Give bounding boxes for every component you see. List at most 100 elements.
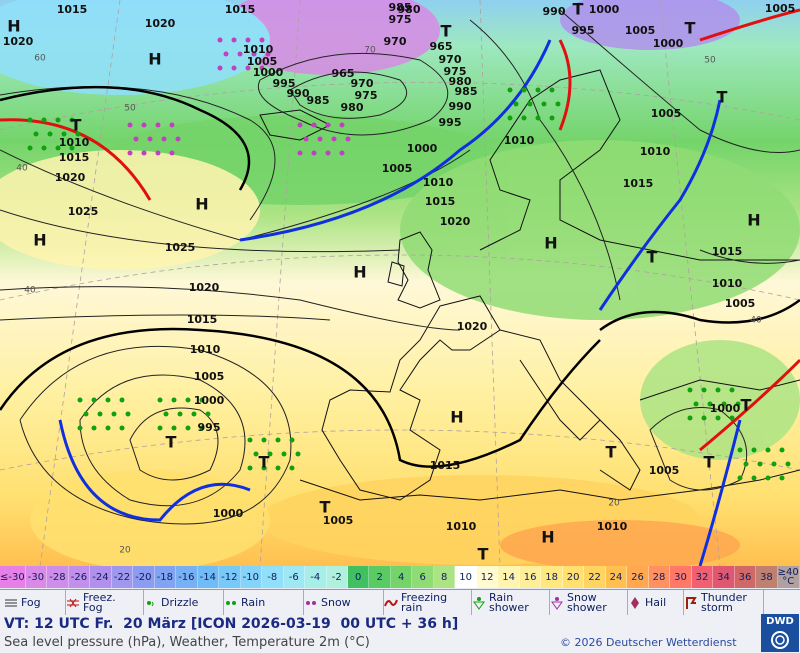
weather-dot [83, 411, 89, 417]
legend-icon [226, 600, 236, 605]
isobar-label: 980 [341, 101, 364, 114]
high-label: H [195, 195, 208, 214]
scale-cell: -14 [197, 566, 220, 588]
low-label: T [441, 22, 452, 41]
weather-dot [751, 475, 757, 481]
latitude-label: 40 [750, 316, 762, 326]
isobar-label: 1020 [440, 215, 471, 228]
scale-cell: 14 [498, 566, 520, 588]
legend-icon [67, 598, 79, 607]
latitude-label: 70 [364, 46, 376, 56]
high-label: H [33, 231, 46, 250]
weather-dot [169, 150, 175, 156]
legend-label: Freezing rain [401, 590, 448, 614]
isobar-label: 1015 [225, 3, 256, 16]
weather-dot [311, 122, 317, 128]
weather-dot [701, 415, 707, 421]
weather-dot [251, 51, 257, 57]
map: 1015102010151020101010051000995990985980… [0, 0, 800, 566]
isobar-label: 1005 [382, 162, 413, 175]
weather-dot [555, 101, 561, 107]
weather-dot [707, 401, 713, 407]
weather-dot [169, 122, 175, 128]
weather-dot [185, 397, 191, 403]
weather-dot [171, 425, 177, 431]
weather-dot [331, 136, 337, 142]
weather-dot [721, 401, 727, 407]
low-label: T [685, 19, 696, 38]
isobar-label: 1020 [3, 35, 34, 48]
weather-dot [771, 461, 777, 467]
isobar-label: 990 [287, 87, 310, 100]
isobar-label: 1020 [457, 320, 488, 333]
weather-dot [133, 136, 139, 142]
scale-cell: -26 [68, 566, 91, 588]
scale-cell: 0 [347, 566, 370, 588]
isobar-label: 1010 [59, 136, 90, 149]
isobar-label: 1000 [407, 142, 438, 155]
legend-label: Snow shower [567, 590, 607, 614]
weather-dot [317, 136, 323, 142]
low-label: T [166, 433, 177, 452]
dwd-logo: DWD [761, 614, 799, 652]
weather-dot [259, 37, 265, 43]
valid-time: VT: 12 UTC Fr. 20 März [ICON 2026-03-19 … [4, 616, 459, 632]
weather-dot [161, 136, 167, 142]
isobar-label: 1000 [253, 66, 284, 79]
scale-cell: 24 [605, 566, 628, 588]
legend-item: Freezing rain [384, 590, 472, 615]
fronts [0, 8, 800, 566]
weather-dot [297, 150, 303, 156]
weather-dot [217, 37, 223, 43]
scale-cell: 22 [584, 566, 606, 588]
scale-cell: 30 [670, 566, 692, 588]
isobar-label: 970 [351, 77, 374, 90]
legend-item: Fog [4, 590, 66, 615]
latitude-label: 40 [24, 286, 36, 296]
high-label: H [544, 234, 557, 253]
temperature-scale: ≤-30 -30 -28 -26 -24 -22 -20 -18 -16 -14 -12 -10 -8-… [0, 566, 800, 588]
weather-dot [729, 415, 735, 421]
scale-cell: 6 [412, 566, 434, 588]
latitude-label: 50 [124, 104, 136, 114]
latitude-label: 20 [608, 499, 620, 509]
weather-dot [275, 465, 281, 471]
weather-dot [77, 425, 83, 431]
isobar-label: 980 [398, 3, 421, 16]
scale-cell: 34 [713, 566, 735, 588]
low-label: T [717, 88, 728, 107]
weather-dot [231, 37, 237, 43]
legend-item: Rain [224, 590, 304, 615]
weather-dot [521, 115, 527, 121]
weather-dot [245, 65, 251, 71]
weather-dot [785, 461, 791, 467]
weather-dot [105, 425, 111, 431]
isobar-label: 1005 [649, 464, 680, 477]
weather-symbols [27, 37, 791, 481]
scale-cell: -6 [283, 566, 306, 588]
weather-dot [253, 451, 259, 457]
scale-cell: -4 [305, 566, 327, 588]
weather-dot [513, 101, 519, 107]
weather-dot [743, 461, 749, 467]
weather-dot [281, 451, 287, 457]
weather-dot [535, 115, 541, 121]
weather-dot [737, 447, 743, 453]
scale-cell: ≥40 °C [777, 566, 800, 588]
high-label: H [353, 263, 366, 282]
scale-cell: -12 [219, 566, 241, 588]
isobar-label: 1015 [59, 151, 90, 164]
weather-dot [199, 397, 205, 403]
weather-dot [41, 117, 47, 123]
low-label: T [573, 0, 584, 19]
scale-cell: 2 [369, 566, 391, 588]
scale-cell: 20 [562, 566, 585, 588]
weather-dot [247, 465, 253, 471]
main-isobars [0, 85, 800, 468]
weather-dot [205, 411, 211, 417]
isobar-label: 980 [449, 75, 472, 88]
high-label: H [747, 211, 760, 230]
isobar-label: 1015 [57, 3, 88, 16]
weather-dot [47, 131, 53, 137]
